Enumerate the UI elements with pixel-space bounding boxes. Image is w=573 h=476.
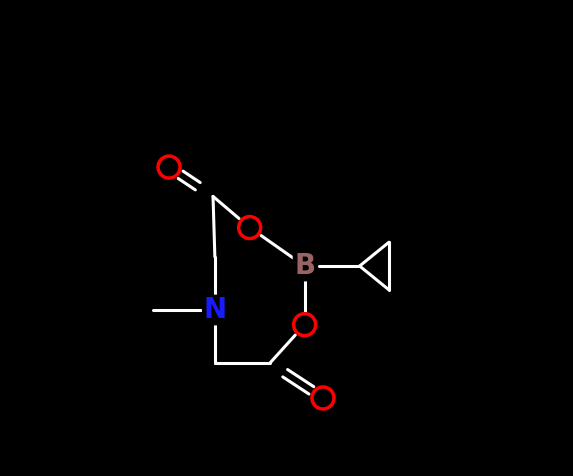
Text: B: B: [294, 252, 315, 280]
Circle shape: [314, 389, 332, 407]
Circle shape: [296, 316, 313, 334]
Circle shape: [160, 159, 178, 176]
Text: N: N: [203, 296, 226, 324]
Circle shape: [241, 219, 258, 237]
